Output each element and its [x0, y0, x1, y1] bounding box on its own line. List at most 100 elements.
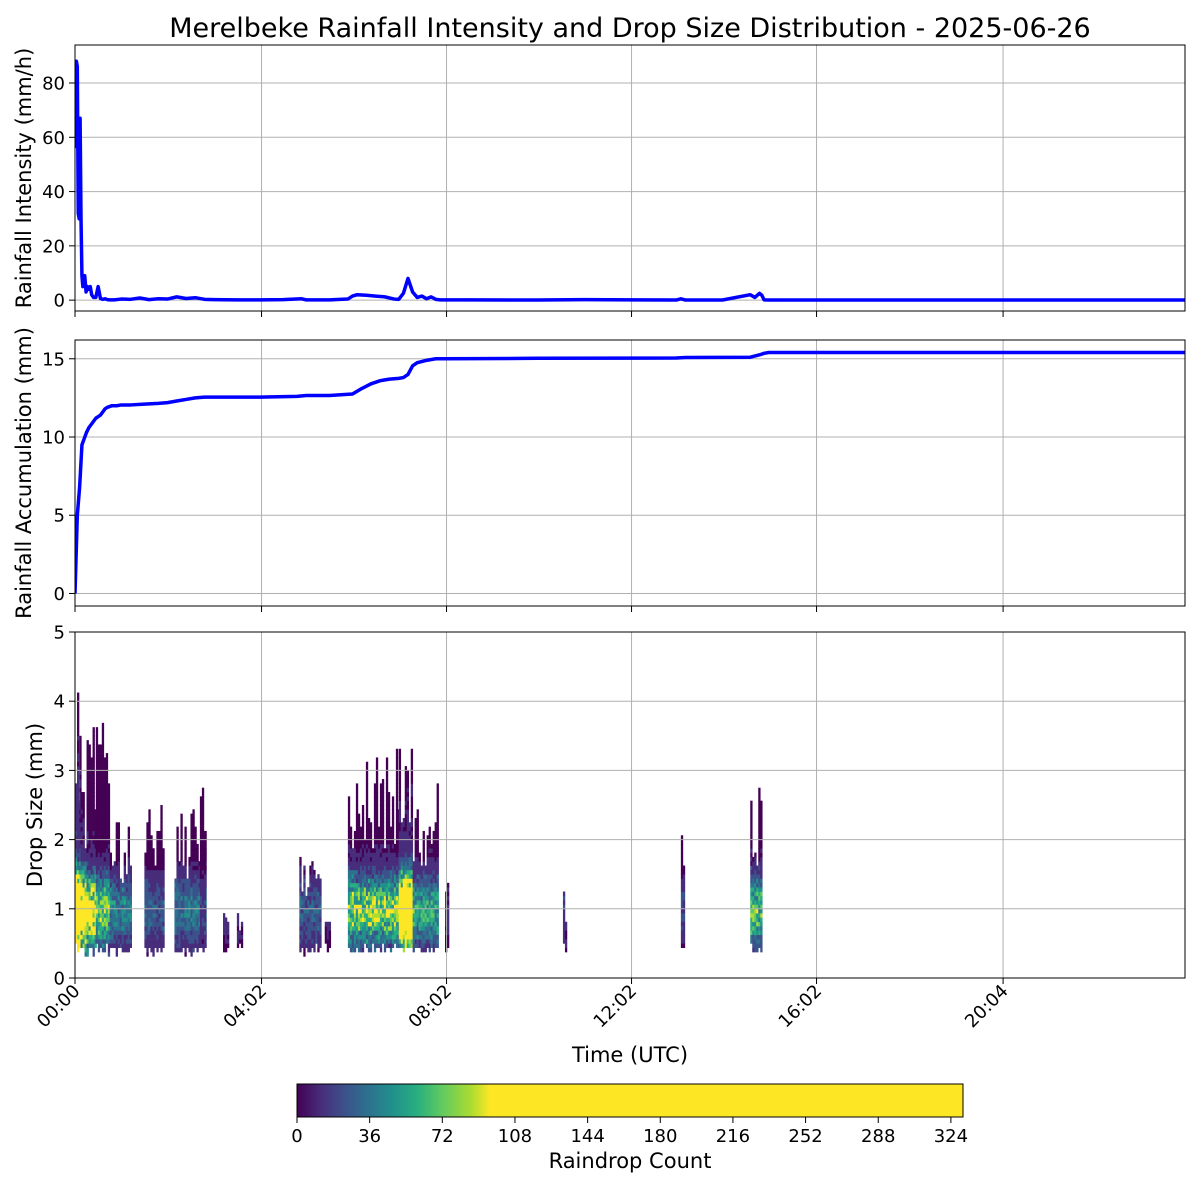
heatmap-cell: [101, 800, 105, 806]
heatmap-cell: [430, 913, 433, 918]
heatmap-cell: [92, 904, 95, 910]
heatmap-cell: [80, 869, 83, 875]
heatmap-cell: [424, 865, 427, 871]
heatmap-cell: [160, 887, 163, 892]
heatmap-cell: [194, 917, 197, 923]
heatmap-cell: [176, 878, 179, 884]
heatmap-cell: [389, 926, 393, 931]
heatmap-cell: [84, 882, 87, 888]
heatmap-cell: [178, 869, 181, 875]
heatmap-cell: [432, 921, 435, 927]
heatmap-cell: [418, 904, 421, 910]
heatmap-cell: [174, 917, 177, 923]
heatmap-cell: [184, 835, 187, 840]
heatmap-cell: [178, 861, 181, 866]
heatmap-cell: [86, 891, 89, 897]
heatmap-cell: [398, 748, 402, 754]
heatmap-cell: [410, 869, 414, 875]
heatmap-cell: [105, 852, 109, 858]
heatmap-cell: [160, 869, 163, 875]
heatmap-cell: [365, 822, 369, 827]
heatmap-cell: [313, 874, 316, 879]
heatmap-cell: [416, 856, 419, 862]
heatmap-cell: [77, 839, 80, 845]
heatmap-cell: [754, 891, 757, 897]
heatmap-cell: [426, 921, 429, 927]
heatmap-cell: [400, 943, 404, 949]
heatmap-cell: [760, 813, 763, 819]
heatmap-cell: [447, 882, 450, 888]
heatmap-cell: [367, 934, 371, 940]
heatmap-cell: [404, 766, 408, 771]
heatmap-cell: [101, 865, 105, 871]
heatmap-cell: [115, 930, 118, 936]
heatmap-cell: [107, 874, 111, 879]
heatmap-cell: [180, 947, 183, 953]
heatmap-cell: [79, 843, 82, 849]
heatmap-cell: [406, 817, 410, 823]
heatmap-cell: [103, 852, 107, 858]
heatmap-cell: [387, 926, 391, 931]
heatmap-cell: [75, 830, 78, 836]
heatmap-cell: [381, 856, 385, 862]
heatmap-cell: [347, 809, 351, 814]
heatmap-cell: [353, 930, 357, 936]
heatmap-cell: [148, 822, 151, 827]
heatmap-cell: [758, 921, 761, 927]
heatmap-cell: [101, 843, 105, 849]
heatmap-cell: [750, 800, 753, 806]
heatmap-cell: [381, 913, 385, 918]
heatmap-cell: [119, 926, 122, 931]
heatmap-cell: [363, 900, 367, 905]
heatmap-cell: [86, 822, 89, 827]
heatmap-cell: [103, 874, 107, 879]
heatmap-cell: [760, 926, 763, 931]
heatmap-cell: [79, 757, 82, 763]
heatmap-cell: [349, 865, 353, 871]
heatmap-cell: [95, 939, 99, 944]
heatmap-cell: [357, 887, 361, 892]
heatmap-cell: [109, 895, 112, 901]
heatmap-cell: [750, 835, 753, 840]
heatmap-cell: [319, 900, 322, 905]
heatmap-cell: [351, 904, 355, 910]
heatmap-cell: [406, 774, 410, 780]
heatmap-cell: [79, 852, 82, 858]
heatmap-cell: [353, 848, 357, 853]
heatmap-cell: [75, 913, 78, 918]
heatmap-cell: [184, 947, 187, 953]
heatmap-cell: [79, 908, 82, 914]
heatmap-cell: [125, 926, 128, 931]
heatmap-cell: [353, 908, 357, 914]
heatmap-cell: [162, 913, 165, 918]
heatmap-cell: [127, 917, 130, 923]
heatmap-cell: [199, 865, 203, 871]
heatmap-cell: [410, 848, 414, 853]
heatmap-cell: [402, 934, 406, 940]
heatmap-cell: [79, 792, 82, 797]
dropsize-y-tick-label: 0: [54, 969, 65, 990]
heatmap-cell: [82, 813, 85, 819]
heatmap-cell: [361, 891, 365, 897]
heatmap-cell: [365, 930, 369, 936]
heatmap-cell: [347, 839, 351, 845]
heatmap-cell: [377, 943, 381, 949]
heatmap-cell: [750, 913, 753, 918]
heatmap-cell: [754, 926, 757, 931]
heatmap-cell: [389, 904, 393, 910]
heatmap-cell: [562, 913, 566, 918]
heatmap-cell: [127, 913, 130, 918]
heatmap-cell: [107, 805, 111, 810]
heatmap-cell: [77, 817, 80, 823]
heatmap-cell: [99, 921, 103, 927]
heatmap-cell: [129, 908, 132, 914]
heatmap-cell: [414, 943, 417, 949]
heatmap-cell: [363, 913, 367, 918]
heatmap-cell: [190, 878, 193, 884]
heatmap-cell: [99, 809, 103, 814]
heatmap-cell: [144, 917, 147, 923]
heatmap-cell: [150, 861, 153, 866]
heatmap-cell: [101, 895, 105, 901]
heatmap-cell: [90, 874, 93, 879]
heatmap-cell: [412, 865, 415, 871]
